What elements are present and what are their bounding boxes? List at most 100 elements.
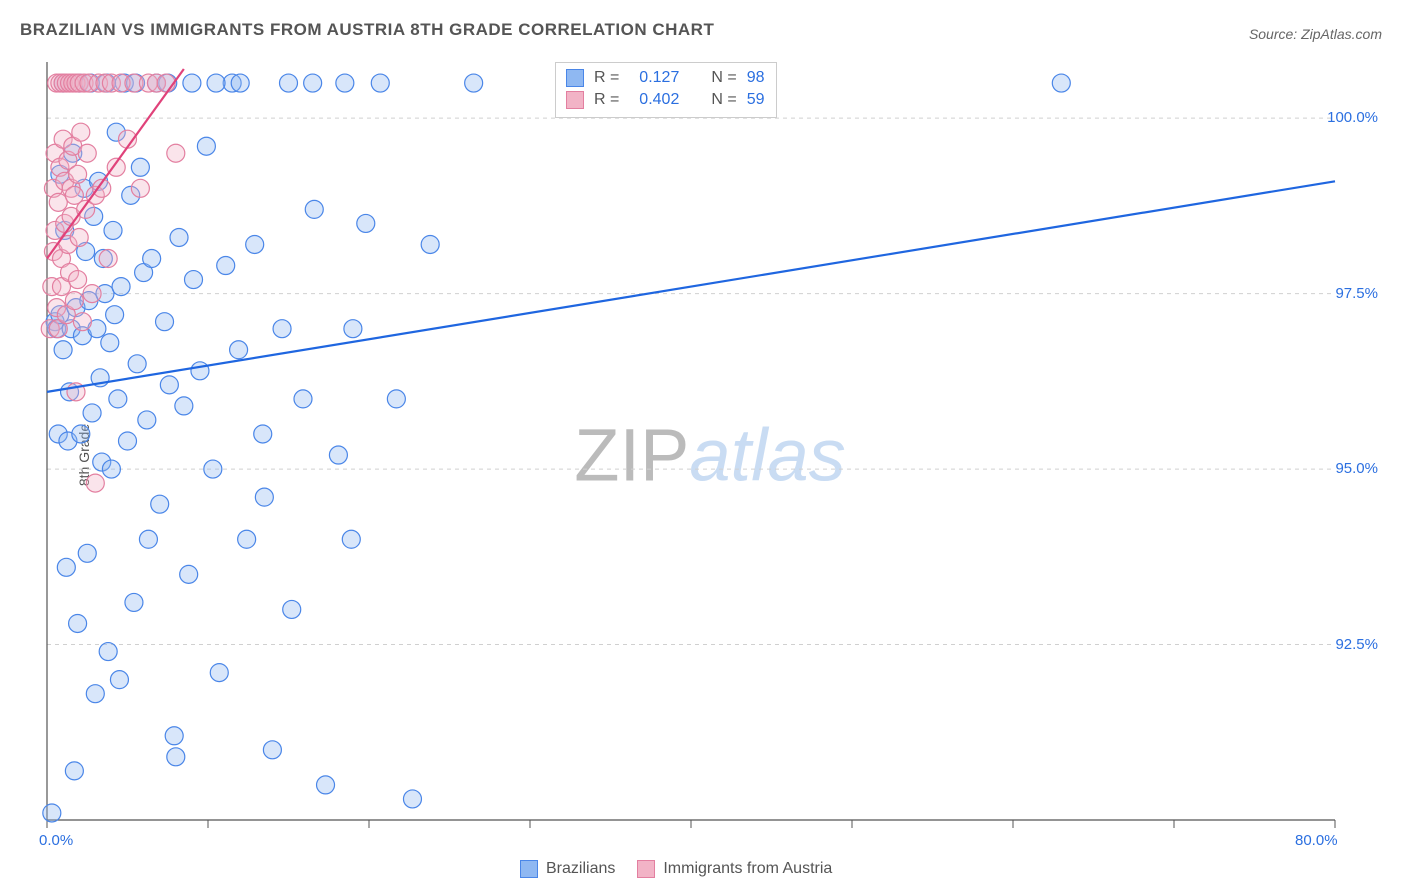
point-brazilians — [167, 748, 185, 766]
point-brazilians — [1052, 74, 1070, 92]
r-value: 0.127 — [629, 67, 679, 89]
point-brazilians — [86, 685, 104, 703]
point-brazilians — [99, 643, 117, 661]
point-brazilians — [83, 404, 101, 422]
point-brazilians — [125, 593, 143, 611]
legend-label: Immigrants from Austria — [663, 860, 832, 878]
point-austria — [86, 474, 104, 492]
point-brazilians — [403, 790, 421, 808]
point-austria — [167, 144, 185, 162]
point-brazilians — [263, 741, 281, 759]
point-brazilians — [72, 425, 90, 443]
r-label: R = — [594, 67, 619, 89]
swatch-icon — [520, 860, 538, 878]
chart-title: BRAZILIAN VS IMMIGRANTS FROM AUSTRIA 8TH… — [20, 20, 714, 40]
series-legend: Brazilians Immigrants from Austria — [520, 860, 832, 878]
point-brazilians — [336, 74, 354, 92]
point-brazilians — [421, 235, 439, 253]
scatter-chart — [45, 60, 1375, 850]
point-brazilians — [65, 762, 83, 780]
point-brazilians — [109, 390, 127, 408]
point-brazilians — [210, 664, 228, 682]
r-label: R = — [594, 89, 619, 111]
y-tick-label: 92.5% — [1335, 636, 1378, 653]
point-brazilians — [387, 390, 405, 408]
point-brazilians — [78, 544, 96, 562]
x-tick-label: 0.0% — [39, 832, 73, 849]
point-brazilians — [231, 74, 249, 92]
point-brazilians — [69, 614, 87, 632]
point-brazilians — [180, 565, 198, 583]
point-brazilians — [43, 804, 61, 822]
legend-item: Brazilians — [520, 860, 615, 878]
point-brazilians — [342, 530, 360, 548]
source-attribution: Source: ZipAtlas.com — [1249, 26, 1382, 42]
point-brazilians — [197, 137, 215, 155]
point-brazilians — [110, 671, 128, 689]
point-austria — [83, 285, 101, 303]
point-brazilians — [283, 600, 301, 618]
point-brazilians — [357, 214, 375, 232]
plot-area: 8th Grade ZIPatlas — [45, 60, 1375, 850]
point-brazilians — [54, 341, 72, 359]
point-austria — [49, 193, 67, 211]
point-brazilians — [230, 341, 248, 359]
point-austria — [70, 228, 88, 246]
point-brazilians — [344, 320, 362, 338]
point-brazilians — [119, 432, 137, 450]
point-brazilians — [175, 397, 193, 415]
point-brazilians — [160, 376, 178, 394]
point-brazilians — [304, 74, 322, 92]
point-austria — [69, 271, 87, 289]
point-austria — [65, 292, 83, 310]
swatch-icon — [566, 91, 584, 109]
regression-line-brazilians — [47, 181, 1335, 392]
y-tick-label: 100.0% — [1327, 109, 1378, 126]
point-brazilians — [102, 460, 120, 478]
point-brazilians — [183, 74, 201, 92]
n-label: N = — [711, 89, 736, 111]
point-brazilians — [185, 271, 203, 289]
point-austria — [72, 123, 90, 141]
point-brazilians — [101, 334, 119, 352]
point-brazilians — [294, 390, 312, 408]
y-tick-label: 97.5% — [1335, 285, 1378, 302]
point-austria — [131, 179, 149, 197]
point-brazilians — [106, 306, 124, 324]
point-brazilians — [131, 158, 149, 176]
point-brazilians — [465, 74, 483, 92]
legend-label: Brazilians — [546, 860, 615, 878]
point-brazilians — [170, 228, 188, 246]
point-brazilians — [207, 74, 225, 92]
legend-item: Immigrants from Austria — [637, 860, 832, 878]
point-brazilians — [238, 530, 256, 548]
stats-row: R =0.127N =98 — [566, 67, 764, 89]
point-brazilians — [317, 776, 335, 794]
point-brazilians — [112, 278, 130, 296]
r-value: 0.402 — [629, 89, 679, 111]
point-austria — [99, 250, 117, 268]
point-brazilians — [273, 320, 291, 338]
point-brazilians — [165, 727, 183, 745]
point-austria — [78, 144, 96, 162]
point-brazilians — [246, 235, 264, 253]
point-brazilians — [204, 460, 222, 478]
point-brazilians — [138, 411, 156, 429]
n-label: N = — [711, 67, 736, 89]
point-brazilians — [156, 313, 174, 331]
stats-row: R =0.402N =59 — [566, 89, 764, 111]
point-brazilians — [305, 200, 323, 218]
swatch-icon — [637, 860, 655, 878]
x-tick-label: 80.0% — [1295, 832, 1338, 849]
point-brazilians — [151, 495, 169, 513]
point-brazilians — [139, 530, 157, 548]
point-brazilians — [329, 446, 347, 464]
point-brazilians — [255, 488, 273, 506]
point-brazilians — [254, 425, 272, 443]
point-brazilians — [371, 74, 389, 92]
point-brazilians — [128, 355, 146, 373]
y-tick-label: 95.0% — [1335, 460, 1378, 477]
point-austria — [69, 165, 87, 183]
point-brazilians — [143, 250, 161, 268]
point-brazilians — [104, 221, 122, 239]
